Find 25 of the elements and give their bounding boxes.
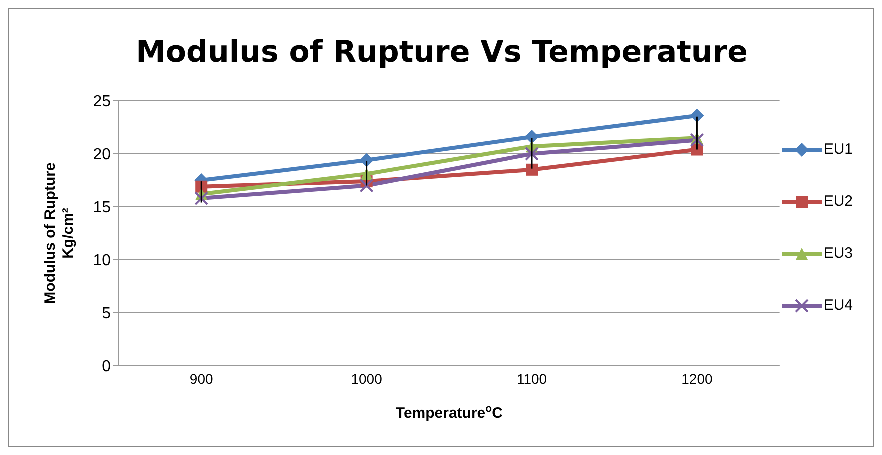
legend-label: EU1 [824, 140, 853, 160]
legend-label: EU4 [824, 296, 853, 316]
x-axis-title: Temperature$^{o}$C [396, 403, 504, 422]
x-tick-label: 900 [190, 370, 214, 387]
legend-label: EU3 [824, 244, 853, 264]
point [360, 178, 374, 193]
chart-title: Modulus of Rupture Vs Temperature [135, 35, 749, 70]
point [194, 192, 209, 206]
y-tick-label: 5 [102, 306, 112, 323]
x-tick-label: 1100 [516, 370, 548, 387]
point [690, 133, 704, 148]
point [525, 147, 540, 161]
y-tick-label: 0 [102, 358, 112, 376]
legend-label: EU2 [824, 192, 853, 212]
y-tick-label: 20 [93, 146, 112, 164]
point [360, 153, 374, 168]
point [690, 108, 704, 123]
y-axis-title: Modulus of Rupture Kg/cm² [42, 162, 77, 304]
point [525, 130, 540, 144]
y-tick-label: 25 [93, 94, 112, 111]
point [526, 164, 538, 176]
y-tick-label: 15 [93, 200, 112, 217]
x-tick-label: 1000 [351, 370, 383, 387]
y-tick-label: 10 [93, 252, 112, 270]
x-tick-label: 1200 [682, 370, 713, 387]
